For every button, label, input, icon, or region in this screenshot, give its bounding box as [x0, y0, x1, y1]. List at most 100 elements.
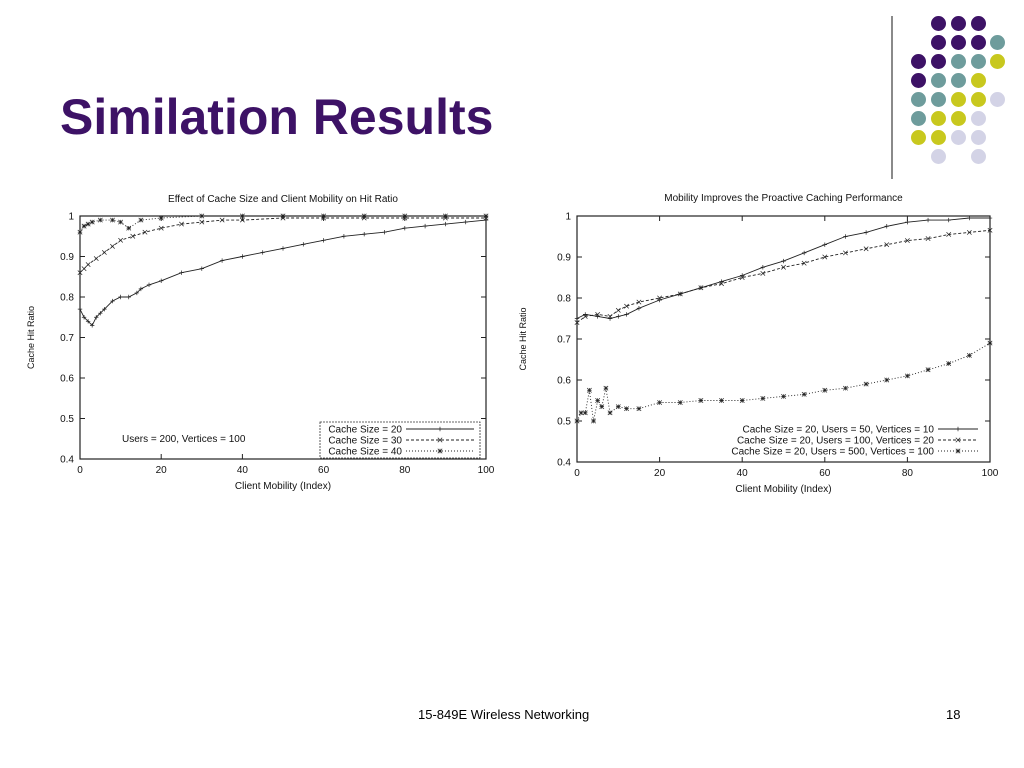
decorative-dot [970, 148, 986, 164]
data-point [904, 373, 910, 379]
decorative-dot [930, 15, 946, 31]
data-point [843, 385, 848, 391]
data-point [595, 314, 600, 319]
data-point [822, 254, 828, 260]
y-tick-label: 0.9 [60, 252, 74, 263]
legend-label: Cache Size = 20 [328, 425, 402, 436]
y-tick-label: 0.7 [557, 335, 571, 346]
data-point [240, 254, 245, 259]
data-point [77, 229, 83, 235]
data-point [698, 398, 704, 403]
decorative-dot [970, 53, 986, 69]
data-point [607, 314, 613, 319]
decorative-dot [930, 34, 946, 50]
decorative-dot [989, 91, 1005, 107]
data-point [615, 307, 621, 313]
data-point [402, 225, 407, 231]
data-point [77, 270, 83, 276]
footer-page-number: 18 [946, 707, 961, 722]
data-point [781, 393, 786, 399]
data-point [967, 215, 972, 221]
decorative-dot [970, 129, 986, 145]
data-point [280, 213, 286, 219]
data-point [89, 219, 95, 225]
x-tick-label: 40 [737, 468, 749, 479]
decorative-dot [970, 110, 986, 126]
data-point [843, 234, 848, 239]
data-point [199, 219, 205, 225]
y-tick-label: 0.8 [557, 294, 571, 305]
data-point [946, 361, 952, 367]
x-tick-label: 100 [982, 468, 999, 479]
y-tick-label: 0.4 [60, 455, 74, 466]
data-point [142, 229, 148, 235]
data-point [636, 306, 642, 311]
data-point [126, 294, 131, 300]
decorative-dot [970, 91, 986, 107]
data-point [781, 264, 786, 270]
data-point [603, 385, 609, 391]
data-point [905, 219, 910, 225]
x-tick-label: 100 [478, 465, 495, 476]
chart-svg: Effect of Cache Size and Client Mobility… [26, 194, 495, 492]
y-tick-label: 0.4 [557, 458, 571, 469]
data-point [863, 381, 869, 387]
data-point [987, 215, 993, 221]
data-point [239, 213, 245, 219]
legend-marker [437, 448, 443, 454]
data-point [801, 391, 807, 397]
x-tick-label: 0 [574, 468, 580, 479]
data-point [863, 230, 869, 235]
decorative-dot [950, 91, 966, 107]
data-point [740, 273, 745, 278]
data-point [138, 286, 144, 292]
decorative-dot [910, 72, 926, 88]
data-point [760, 396, 766, 401]
data-point [361, 213, 367, 219]
decorative-dot [950, 129, 966, 145]
x-axis-label: Client Mobility (Index) [735, 484, 831, 495]
x-tick-label: 20 [156, 465, 168, 476]
data-point [719, 279, 724, 284]
data-point [130, 233, 136, 239]
data-point [81, 315, 87, 320]
data-point [586, 387, 592, 393]
legend-label: Cache Size = 20, Users = 50, Vertices = … [743, 425, 935, 436]
data-point [260, 250, 265, 255]
chart-title: Effect of Cache Size and Client Mobility… [168, 194, 398, 205]
data-point [110, 217, 115, 223]
data-point [179, 221, 184, 227]
legend-marker [955, 426, 961, 432]
y-tick-label: 0.6 [557, 376, 571, 387]
data-point [884, 242, 890, 248]
data-point [583, 312, 588, 317]
data-point [760, 270, 766, 276]
data-point [966, 229, 972, 235]
data-point [739, 275, 745, 280]
data-point [321, 213, 327, 219]
y-axis-label: Cache Hit Ratio [26, 306, 36, 369]
data-point [574, 320, 580, 326]
data-point [110, 243, 115, 249]
data-point [199, 266, 204, 271]
decorative-dot [930, 129, 946, 145]
data-point [624, 303, 630, 309]
data-point [442, 213, 448, 219]
x-tick-label: 0 [77, 465, 83, 476]
chart-svg: Mobility Improves the Proactive Caching … [518, 193, 999, 495]
series-line [79, 219, 487, 327]
decorative-dot [950, 110, 966, 126]
slide-title: Similation Results [60, 89, 494, 145]
data-point [110, 298, 115, 304]
data-point [118, 219, 124, 225]
data-point [966, 352, 972, 358]
data-point [677, 291, 683, 297]
data-point [134, 290, 140, 296]
data-point [624, 312, 629, 317]
decorative-dot [930, 148, 946, 164]
data-point [118, 237, 124, 243]
data-point [146, 282, 152, 288]
data-point [219, 217, 225, 223]
data-point [81, 266, 87, 272]
chart-cache-size-mobility: Effect of Cache Size and Client Mobility… [22, 188, 508, 500]
